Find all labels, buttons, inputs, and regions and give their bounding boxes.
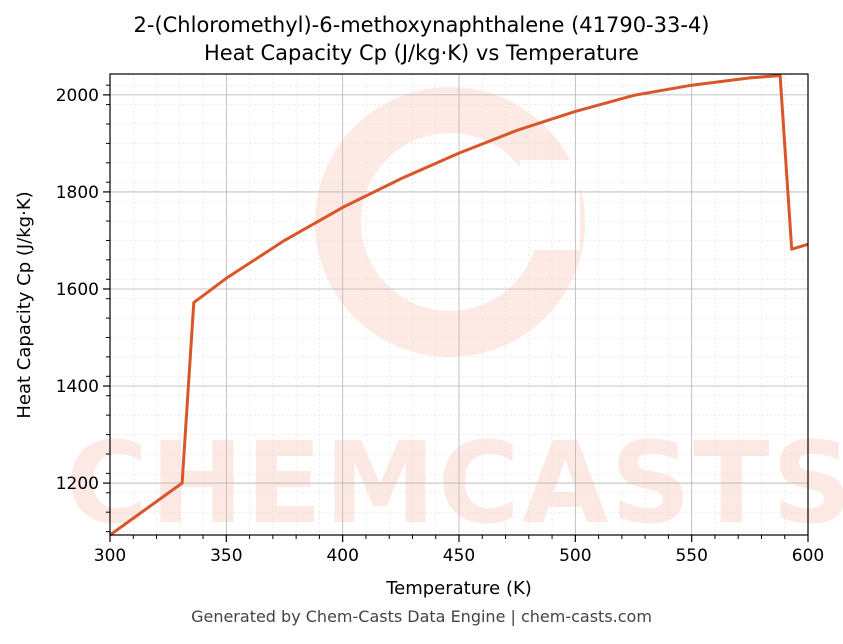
cp-series-line: [109, 74, 809, 537]
watermark-logo: CHEMCASTS: [66, 87, 843, 549]
y-tick-label: 1800: [56, 183, 99, 203]
x-tick-label: 450: [443, 546, 475, 566]
y-axis: 1200 1400 1600 1800 2000: [56, 84, 110, 533]
chart-subtitle: Heat Capacity Cp (J/kg·K) vs Temperature: [204, 41, 639, 65]
y-axis-label: Heat Capacity Cp (J/kg·K): [14, 191, 35, 418]
y-tick-label: 1600: [56, 280, 99, 300]
x-tick-label: 300: [94, 546, 126, 566]
x-axis-label: Temperature (K): [385, 578, 532, 599]
watermark-text: CHEMCASTS: [66, 419, 843, 549]
x-tick-label: 350: [210, 546, 242, 566]
x-axis: 300 350 400 450 500 550 600: [94, 535, 824, 566]
x-tick-label: 500: [559, 546, 591, 566]
x-tick-label: 600: [792, 546, 824, 566]
y-tick-label: 1400: [56, 377, 99, 397]
x-tick-label: 400: [326, 546, 358, 566]
x-tick-label: 550: [675, 546, 707, 566]
y-tick-label: 2000: [56, 86, 99, 106]
footer-credit: Generated by Chem-Casts Data Engine | ch…: [191, 607, 652, 626]
chart-title: 2-(Chloromethyl)-6-methoxynaphthalene (4…: [133, 13, 710, 37]
y-tick-label: 1200: [56, 474, 99, 494]
